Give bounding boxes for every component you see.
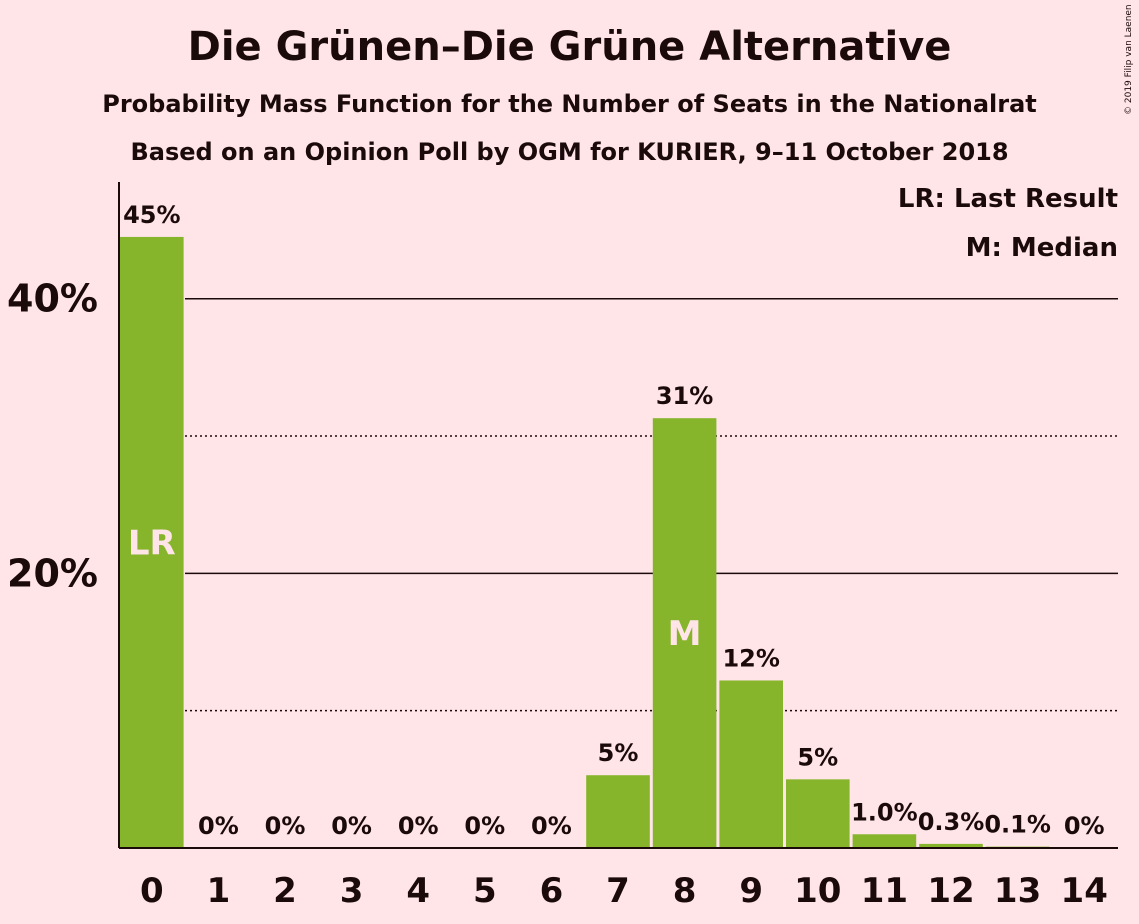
bar-value-label: 0% <box>531 812 572 840</box>
legend-last-result: LR: Last Result <box>897 184 1118 214</box>
chart-title: Die Grünen–Die Grüne Alternative <box>187 24 952 70</box>
bar-seats-7 <box>586 775 650 848</box>
poll-info: Based on an Opinion Poll by OGM for KURI… <box>130 138 1009 166</box>
x-tick-label: 14 <box>1061 871 1108 911</box>
x-tick-label: 1 <box>207 871 231 911</box>
x-tick-label: 10 <box>794 871 841 911</box>
bar-seats-10 <box>786 779 850 848</box>
bar-value-label: 1.0% <box>851 798 918 826</box>
x-tick-label: 2 <box>273 871 297 911</box>
bar-seats-11 <box>852 834 917 848</box>
y-tick-label: 20% <box>7 551 98 595</box>
bar-value-label: 5% <box>598 739 639 767</box>
x-tick-label: 4 <box>406 871 430 911</box>
bars <box>120 236 1050 848</box>
axes <box>118 182 1118 849</box>
bar-value-label: 0.1% <box>984 811 1051 839</box>
median-marker: M <box>668 614 702 654</box>
gridlines <box>185 297 1118 712</box>
labels: 20%40%45%00%10%20%30%40%50%65%731%812%95… <box>7 201 1108 911</box>
bar-value-label: 45% <box>123 201 180 229</box>
x-tick-label: 12 <box>927 871 974 911</box>
bar-value-label: 0% <box>464 812 505 840</box>
bar-seats-9 <box>719 680 783 848</box>
bar-value-label: 5% <box>797 743 838 771</box>
x-tick-label: 8 <box>673 871 697 911</box>
x-tick-label: 11 <box>861 871 908 911</box>
x-tick-label: 7 <box>606 871 630 911</box>
copyright-notice: © 2019 Filip van Laenen <box>1124 4 1134 115</box>
x-tick-label: 5 <box>473 871 497 911</box>
x-tick-label: 6 <box>540 871 564 911</box>
x-tick-label: 3 <box>340 871 364 911</box>
bar-value-label: 0% <box>1064 812 1105 840</box>
last-result-marker: LR <box>128 523 176 563</box>
x-tick-label: 13 <box>994 871 1041 911</box>
bar-value-label: 12% <box>722 644 779 672</box>
legend-median: M: Median <box>965 233 1118 263</box>
bar-seats-0 <box>120 236 184 848</box>
chart-subtitle: Probability Mass Function for the Number… <box>102 90 1037 118</box>
bar-value-label: 0% <box>265 812 306 840</box>
bar-seats-8 <box>652 418 717 848</box>
bar-value-label: 0% <box>398 812 439 840</box>
x-tick-label: 9 <box>739 871 763 911</box>
bar-value-label: 0% <box>331 812 372 840</box>
y-tick-label: 40% <box>7 277 98 321</box>
bar-value-label: 0% <box>198 812 239 840</box>
bar-seats-12 <box>919 843 983 848</box>
bar-value-label: 31% <box>656 382 713 410</box>
x-tick-label: 0 <box>140 871 164 911</box>
bar-value-label: 0.3% <box>918 808 985 836</box>
